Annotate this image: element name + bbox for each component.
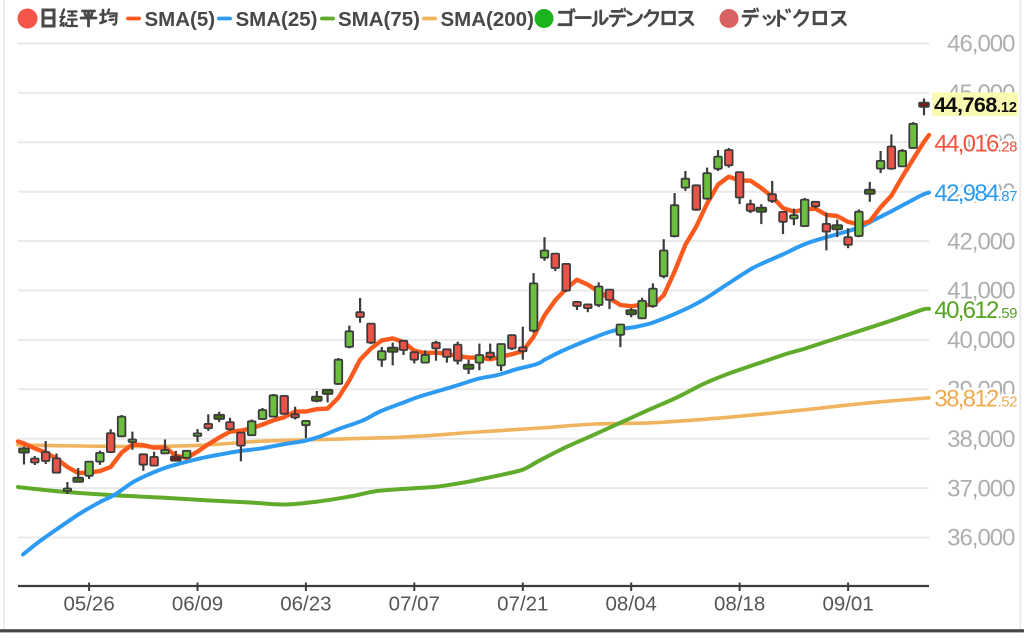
svg-text:05/26: 05/26 [63, 593, 114, 616]
svg-text:06/09: 06/09 [172, 593, 223, 616]
svg-text:07/07: 07/07 [389, 593, 440, 616]
svg-text:38,812.52: 38,812.52 [934, 386, 1017, 413]
svg-text:07/21: 07/21 [497, 593, 548, 616]
svg-text:39,000: 39,000 [947, 377, 1015, 404]
svg-text:08/18: 08/18 [714, 593, 765, 616]
svg-text:37,000: 37,000 [947, 475, 1015, 502]
svg-text:38,000: 38,000 [947, 426, 1015, 453]
svg-text:46,000: 46,000 [947, 31, 1015, 58]
svg-text:40,612.59: 40,612.59 [934, 297, 1017, 324]
svg-text:06/23: 06/23 [280, 593, 331, 616]
svg-text:41,000: 41,000 [947, 278, 1015, 305]
svg-text:44,000: 44,000 [947, 130, 1015, 157]
svg-text:36,000: 36,000 [947, 525, 1015, 552]
svg-text:SMA(5): SMA(5) [145, 8, 216, 31]
svg-text:40,000: 40,000 [947, 327, 1015, 354]
svg-text:08/04: 08/04 [606, 593, 657, 616]
svg-text:44,016.28: 44,016.28 [934, 130, 1017, 157]
svg-text:SMA(75): SMA(75) [338, 8, 420, 31]
svg-text:44,768.12: 44,768.12 [934, 93, 1017, 117]
svg-text:43,000: 43,000 [947, 179, 1015, 206]
svg-text:SMA(25): SMA(25) [236, 8, 318, 31]
svg-text:SMA(200): SMA(200) [441, 8, 534, 31]
svg-text:42,984.87: 42,984.87 [934, 180, 1017, 207]
svg-text:09/01: 09/01 [822, 593, 873, 616]
svg-text:42,000: 42,000 [947, 228, 1015, 255]
